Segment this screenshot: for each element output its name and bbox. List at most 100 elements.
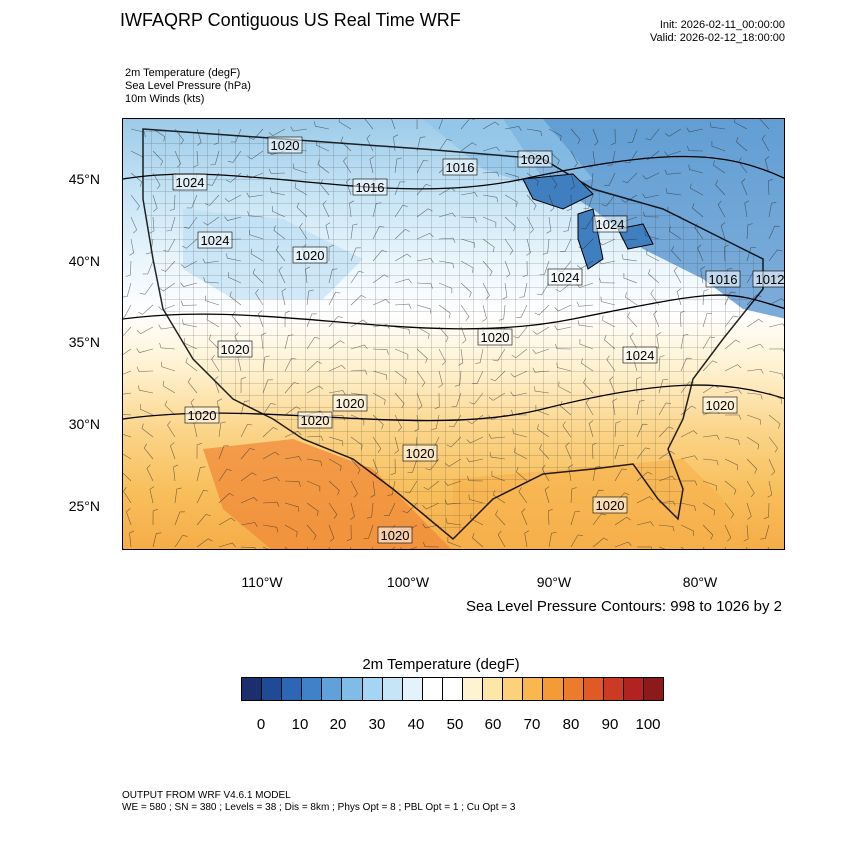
- wind-barb: [366, 134, 374, 152]
- colorbar-tick-label: 30: [368, 716, 386, 733]
- wind-barb: [623, 273, 638, 284]
- wind-barb: [746, 294, 762, 306]
- wind-barb: [446, 436, 462, 448]
- wind-barb: [621, 254, 638, 262]
- wind-barb: [743, 524, 749, 542]
- wind-barb: [580, 216, 594, 230]
- wind-barb: [284, 524, 298, 537]
- wind-barb: [570, 534, 583, 548]
- wind-barb: [416, 160, 429, 174]
- wind-barb: [746, 223, 753, 240]
- wind-barb: [160, 260, 176, 272]
- isobar-labels: 1020 1016 1020 1024 1016 1024 1020 1024 1024 1016…: [172, 136, 785, 544]
- wind-barbs: [123, 119, 784, 549]
- wind-barb: [275, 245, 286, 262]
- wind-barb: [702, 524, 714, 540]
- wind-barb: [760, 524, 770, 540]
- wind-barb: [434, 392, 440, 410]
- wind-barb: [490, 370, 506, 382]
- wind-barb: [284, 381, 299, 394]
- wind-barb: [328, 292, 341, 306]
- wind-barb: [290, 126, 308, 132]
- wind-barb: [493, 490, 506, 504]
- wind-barb: [746, 502, 752, 520]
- wind-barb: [504, 260, 511, 278]
- wind-barb: [196, 538, 213, 548]
- wind-barb: [558, 381, 572, 394]
- wind-barb: [724, 291, 736, 306]
- wind-barb: [516, 304, 528, 319]
- wind-barb: [328, 315, 343, 328]
- isobar-label: 1012: [756, 272, 785, 287]
- wind-barb: [555, 343, 572, 350]
- isobar-line: [123, 155, 784, 190]
- wind-barb: [560, 238, 572, 253]
- wind-barb: [394, 370, 407, 385]
- warm-region-mexico: [203, 439, 452, 549]
- wind-barb: [643, 211, 660, 218]
- wind-barb: [579, 339, 594, 350]
- wind-barb: [152, 508, 158, 526]
- wind-barb: [504, 238, 514, 255]
- isobar-label-box: [292, 246, 328, 264]
- wind-barb: [123, 414, 132, 416]
- colorbar-swatch: [603, 678, 624, 700]
- wind-barb: [182, 319, 198, 328]
- wind-barb: [225, 172, 242, 183]
- isobar-label-box: [592, 496, 628, 514]
- wind-barb: [328, 268, 338, 284]
- wind-barb: [646, 249, 660, 262]
- wind-barb: [240, 447, 255, 460]
- wind-barb: [123, 487, 132, 504]
- wind-barb: [130, 216, 138, 234]
- wind-barb: [724, 436, 740, 446]
- wind-barb: [137, 304, 154, 315]
- wind-barb: [510, 370, 528, 378]
- isobar-label-box: [517, 150, 553, 168]
- wind-barb: [768, 370, 784, 380]
- wind-barb: [532, 367, 550, 373]
- wind-barb: [560, 400, 572, 416]
- wind-barb: [268, 128, 286, 136]
- wind-barb: [363, 524, 374, 539]
- wind-barb: [218, 421, 226, 438]
- wind-barb: [680, 502, 696, 512]
- wind-barb: [592, 513, 607, 526]
- wind-barb: [183, 338, 198, 350]
- wind-barb: [504, 194, 518, 207]
- wind-barb: [768, 202, 777, 218]
- wind-barb: [702, 458, 719, 466]
- wind-barb: [700, 266, 706, 284]
- wind-barb: [149, 486, 155, 504]
- wind-barb: [247, 210, 264, 218]
- wind-barb: [416, 208, 433, 218]
- wind-barb: [123, 326, 132, 337]
- wind-barb: [166, 216, 176, 232]
- wind-barb: [152, 150, 164, 166]
- isobar-label-box: [297, 411, 333, 429]
- wind-barb: [205, 295, 220, 306]
- isobar-label: 1020: [406, 446, 435, 461]
- wind-barb: [482, 146, 500, 152]
- wind-barb: [136, 326, 154, 334]
- wind-barb: [387, 480, 396, 496]
- wind-barb: [764, 156, 770, 174]
- colorbar-swatch: [262, 678, 283, 700]
- wind-barb: [206, 314, 220, 328]
- wind-barb: [570, 128, 581, 145]
- wind-barb: [767, 480, 773, 498]
- isobar-label-box: [402, 444, 438, 462]
- wind-barb: [270, 187, 286, 196]
- isobar-label: 1016: [446, 160, 475, 175]
- wind-barb: [460, 326, 467, 344]
- colorbar-tick-label: 90: [601, 716, 619, 733]
- wind-barb: [319, 179, 330, 196]
- wind-barb: [250, 248, 264, 262]
- isobar-label-box: [705, 270, 741, 288]
- wind-barb: [230, 128, 242, 143]
- wind-barb: [526, 194, 537, 211]
- wind-barb: [460, 304, 470, 321]
- wind-barb: [416, 348, 428, 364]
- wind-barb: [123, 466, 132, 482]
- wind-barb: [138, 385, 154, 394]
